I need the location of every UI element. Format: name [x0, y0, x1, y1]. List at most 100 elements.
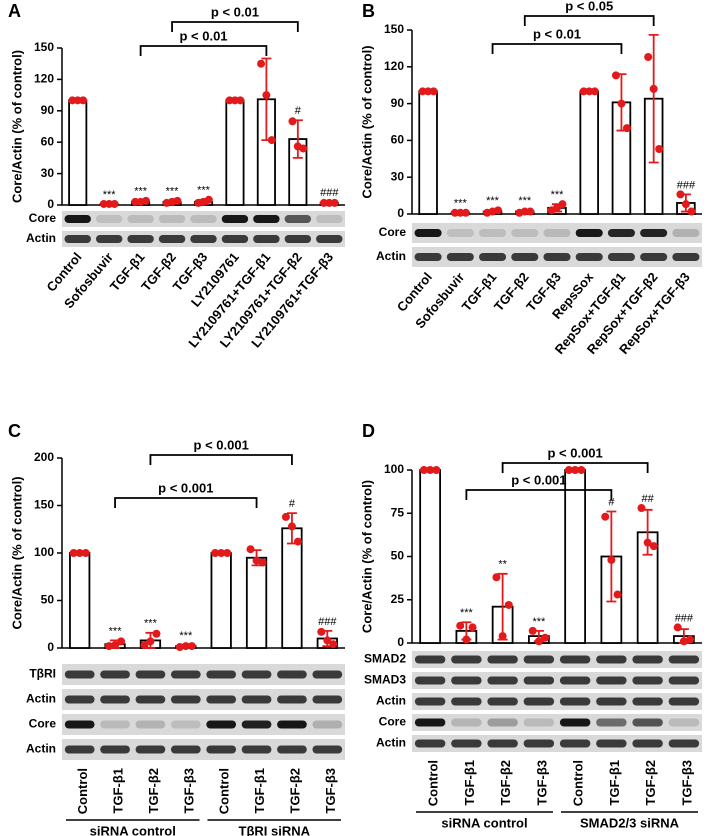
significance-label: *** — [179, 630, 193, 642]
data-point — [288, 117, 297, 126]
error-bar — [110, 639, 121, 649]
x-tick-label: TGF-β2 — [643, 760, 658, 806]
group-label: TβRI siRNA — [239, 823, 311, 836]
blot-band — [312, 745, 343, 754]
y-tick-label: 30 — [391, 169, 405, 183]
y-tick-label: 75 — [391, 505, 405, 519]
data-point — [211, 549, 220, 557]
data-point — [686, 635, 695, 644]
blot-strip — [62, 714, 345, 735]
error-bar — [324, 200, 335, 205]
y-tick-label: 120 — [384, 59, 404, 73]
blot-band — [170, 720, 201, 729]
blot-band — [559, 697, 591, 706]
y-axis-label: Core/Actin (% of control) — [9, 476, 24, 629]
y-tick-label: 30 — [41, 166, 55, 180]
blot-band — [479, 229, 507, 237]
blot-band — [64, 215, 91, 223]
x-tick-label: Control — [75, 768, 90, 814]
x-tick-label: TGF-β2 — [146, 768, 161, 814]
error-bar — [678, 628, 689, 644]
data-point — [461, 208, 470, 217]
blot-band — [672, 229, 700, 237]
blot-band — [414, 718, 446, 727]
data-point — [577, 466, 586, 474]
y-tick-label: 90 — [391, 96, 405, 110]
y-tick-label: 150 — [384, 22, 404, 36]
significance-label: *** — [197, 185, 211, 197]
bracket — [465, 489, 613, 500]
y-tick-label: 50 — [391, 549, 405, 563]
blot-label: SMAD3 — [364, 673, 406, 687]
blot-band — [487, 697, 518, 706]
significance-label: *** — [166, 186, 180, 198]
blot-band — [64, 720, 95, 729]
blot-strip — [412, 223, 702, 243]
blot-band — [632, 718, 663, 727]
significance-label: ** — [498, 559, 507, 571]
bar — [419, 469, 441, 644]
blot-band — [312, 670, 343, 679]
blot-band — [253, 215, 280, 223]
blot-band — [206, 720, 237, 729]
y-axis-label: Core/Actin (% of control) — [359, 45, 374, 198]
blot-band — [135, 670, 166, 679]
data-point — [267, 136, 276, 145]
blot-band — [668, 676, 700, 685]
data-point — [281, 512, 290, 521]
significance-label: # — [295, 105, 302, 117]
data-point — [504, 600, 513, 609]
blot-band — [559, 739, 591, 748]
data-point — [330, 198, 339, 207]
blot-label: TβRI — [29, 667, 56, 681]
blot-band — [221, 215, 249, 223]
blot-label: SMAD2 — [364, 652, 406, 666]
y-tick-label: 200 — [34, 450, 54, 464]
data-point — [492, 573, 501, 582]
blot-band — [607, 229, 635, 237]
error-bar — [322, 630, 333, 647]
blot-band — [523, 739, 555, 748]
blot-band — [451, 697, 482, 706]
data-point — [432, 466, 441, 474]
error-bar — [616, 73, 627, 132]
error-bar — [680, 193, 691, 213]
blot-band — [511, 253, 539, 261]
bar — [225, 99, 245, 206]
y-tick-label: 100 — [384, 462, 404, 476]
bracket — [523, 15, 655, 26]
blot-band — [523, 655, 555, 664]
data-point — [468, 623, 477, 632]
blot-band — [64, 235, 91, 243]
blot-label: Actin — [26, 742, 56, 756]
x-tick-label: TGF-β1 — [252, 768, 267, 814]
blot-band — [523, 718, 555, 727]
y-tick-label: 60 — [391, 133, 405, 147]
y-tick-label: 0 — [397, 635, 404, 649]
panel-letter: C — [8, 421, 21, 441]
data-point — [590, 87, 599, 96]
y-tick-label: 150 — [34, 40, 54, 54]
blot-strip — [412, 693, 702, 710]
data-point — [541, 633, 550, 642]
bar — [210, 552, 232, 649]
data-point — [558, 200, 567, 209]
blot-band — [127, 215, 154, 223]
blot-band — [135, 695, 166, 704]
x-tick-label: TGF-β2 — [287, 768, 302, 814]
error-bar — [606, 510, 617, 603]
blot-band — [241, 670, 272, 679]
error-bar — [180, 644, 191, 648]
bracket-label: p < 0.001 — [158, 480, 213, 495]
blot-band — [451, 676, 482, 685]
y-tick-label: 0 — [47, 640, 54, 654]
bracket — [491, 43, 623, 54]
blot-band — [127, 235, 154, 243]
blot-band — [284, 235, 312, 243]
blot-label: Core — [379, 225, 407, 239]
blot-band — [668, 655, 700, 664]
blot-band — [640, 253, 668, 261]
blot-band — [523, 676, 555, 685]
y-tick-label: 50 — [41, 593, 55, 607]
